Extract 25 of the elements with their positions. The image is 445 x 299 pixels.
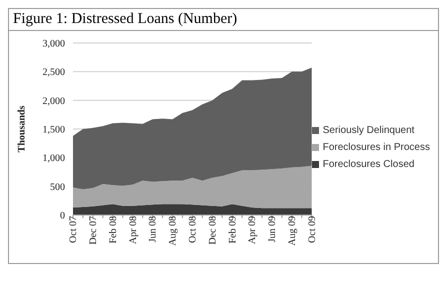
x-tick-label: Jun 08 (148, 216, 159, 242)
y-tick-label: 2,500 (42, 67, 65, 78)
x-tick-label: Dec 07 (88, 216, 99, 245)
y-tick-label: 1,500 (42, 124, 65, 136)
x-tick-label: Apr 08 (128, 216, 139, 244)
legend-label: Seriously Delinquent (322, 124, 414, 136)
y-axis-title: Thousands (16, 106, 28, 152)
y-tick-label: 0 (60, 210, 65, 222)
x-tick-label: Feb 08 (108, 216, 119, 244)
x-tick-label: Aug 09 (286, 216, 298, 246)
x-tick-label: Apr 09 (247, 216, 258, 244)
x-tick-label: Oct 07 (68, 216, 80, 243)
x-tick-label: Aug 08 (168, 216, 179, 246)
chart-title: Figure 1: Distressed Loans (Number) (9, 9, 438, 31)
x-tick-label: Dec 08 (207, 216, 218, 245)
x-tick-label: Oct 08 (187, 216, 198, 243)
y-tick-label: 3,000 (42, 38, 65, 50)
legend-label: Foreclosures in Process (322, 142, 430, 152)
y-tick-label: 2,000 (42, 96, 65, 107)
legend-label: Foreclosures Closed (322, 158, 414, 170)
x-tick-label: Jun 09 (267, 216, 278, 242)
y-tick-label: 500 (50, 182, 65, 193)
x-tick-label: Feb 09 (227, 216, 238, 244)
x-tick-label: Oct 09 (306, 216, 318, 243)
y-tick-label: 1,000 (42, 153, 65, 164)
